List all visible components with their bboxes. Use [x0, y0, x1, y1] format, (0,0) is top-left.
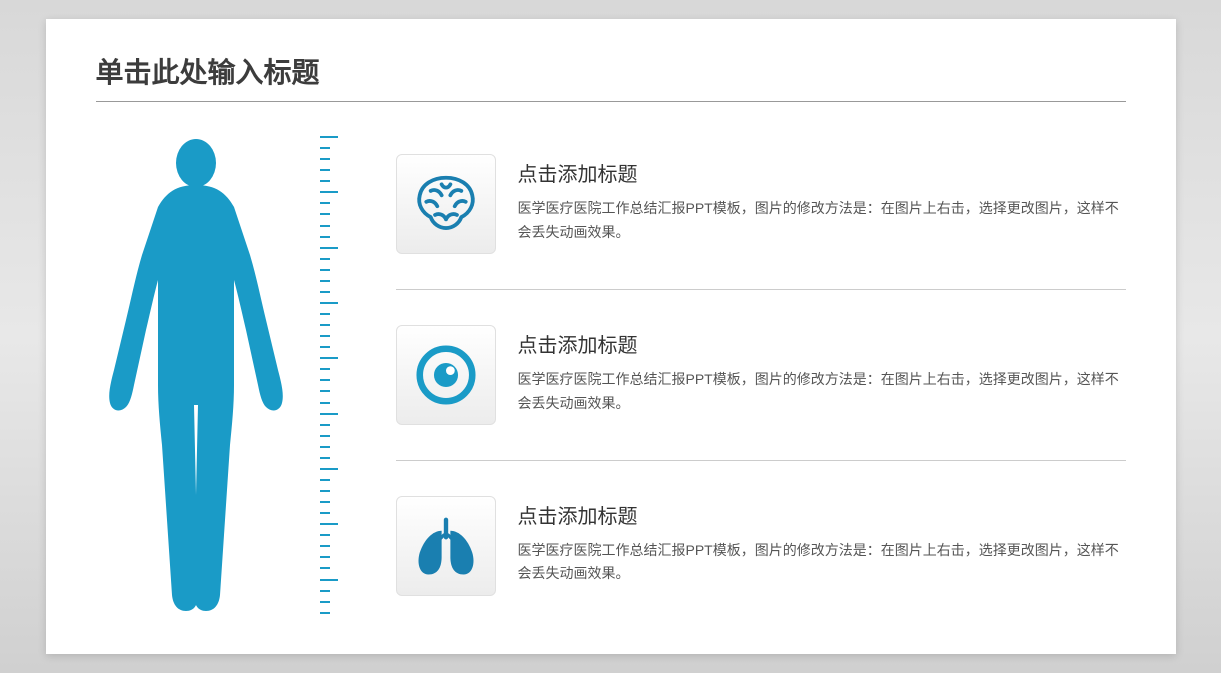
item-title-3[interactable]: 点击添加标题 — [518, 500, 1126, 529]
content-row: 点击添加标题 医学医疗医院工作总结汇报PPT模板，图片的修改方法是：在图片上右击… — [96, 130, 1126, 620]
ruler-tick — [320, 446, 330, 448]
ruler-tick — [320, 357, 338, 359]
ruler-tick — [320, 490, 330, 492]
item-row-1: 点击添加标题 医学医疗医院工作总结汇报PPT模板，图片的修改方法是：在图片上右击… — [396, 140, 1126, 268]
ruler-tick — [320, 258, 330, 260]
eye-icon — [411, 340, 481, 410]
ruler-tick — [320, 402, 330, 404]
ruler-tick — [320, 534, 330, 536]
ruler-tick — [320, 136, 338, 138]
ruler-tick — [320, 247, 338, 249]
brain-icon-box — [396, 154, 496, 254]
ruler-tick — [320, 579, 338, 581]
slide-container: 单击此处输入标题 点击添加标题 医学医疗医院工作总结汇 — [46, 19, 1176, 654]
item-title-1[interactable]: 点击添加标题 — [518, 158, 1126, 187]
ruler-tick — [320, 501, 330, 503]
ruler-tick — [320, 567, 330, 569]
ruler-tick — [320, 158, 330, 160]
ruler-tick — [320, 545, 330, 547]
ruler-tick — [320, 313, 330, 315]
items-list: 点击添加标题 医学医疗医院工作总结汇报PPT模板，图片的修改方法是：在图片上右击… — [366, 130, 1126, 620]
ruler-tick — [320, 590, 330, 592]
item-desc-3[interactable]: 医学医疗医院工作总结汇报PPT模板，图片的修改方法是：在图片上右击，选择更改图片… — [518, 539, 1126, 587]
ruler-tick — [320, 236, 330, 238]
ruler-tick — [320, 335, 330, 337]
ruler-tick — [320, 191, 338, 193]
ruler-tick — [320, 601, 330, 603]
ruler-tick — [320, 379, 330, 381]
human-body-figure — [96, 130, 296, 620]
lungs-icon — [411, 511, 481, 581]
item-text-2: 点击添加标题 医学医疗医院工作总结汇报PPT模板，图片的修改方法是：在图片上右击… — [518, 325, 1126, 425]
title-divider — [96, 101, 1126, 102]
item-title-2[interactable]: 点击添加标题 — [518, 329, 1126, 358]
brain-icon — [411, 169, 481, 239]
ruler-tick — [320, 324, 330, 326]
ruler-tick — [320, 413, 338, 415]
ruler-tick — [320, 556, 330, 558]
ruler-tick — [320, 457, 330, 459]
item-divider-1 — [396, 289, 1126, 290]
ruler-tick — [320, 523, 338, 525]
item-text-1: 点击添加标题 医学医疗医院工作总结汇报PPT模板，图片的修改方法是：在图片上右击… — [518, 154, 1126, 254]
ruler-tick — [320, 346, 330, 348]
ruler-tick — [320, 435, 330, 437]
ruler-tick — [320, 479, 330, 481]
item-desc-2[interactable]: 医学医疗医院工作总结汇报PPT模板，图片的修改方法是：在图片上右击，选择更改图片… — [518, 368, 1126, 416]
ruler-tick — [320, 202, 330, 204]
ruler-scale — [320, 130, 342, 620]
item-desc-1[interactable]: 医学医疗医院工作总结汇报PPT模板，图片的修改方法是：在图片上右击，选择更改图片… — [518, 197, 1126, 245]
ruler-tick — [320, 180, 330, 182]
lungs-icon-box — [396, 496, 496, 596]
ruler-tick — [320, 291, 330, 293]
ruler-tick — [320, 213, 330, 215]
item-row-3: 点击添加标题 医学医疗医院工作总结汇报PPT模板，图片的修改方法是：在图片上右击… — [396, 482, 1126, 610]
ruler-tick — [320, 368, 330, 370]
ruler-tick — [320, 225, 330, 227]
ruler-tick — [320, 612, 330, 614]
item-text-3: 点击添加标题 医学医疗医院工作总结汇报PPT模板，图片的修改方法是：在图片上右击… — [518, 496, 1126, 596]
ruler-tick — [320, 302, 338, 304]
slide-title[interactable]: 单击此处输入标题 — [96, 51, 1126, 91]
ruler-tick — [320, 280, 330, 282]
ruler-tick — [320, 169, 330, 171]
ruler-tick — [320, 424, 330, 426]
ruler-tick — [320, 390, 330, 392]
item-divider-2 — [396, 460, 1126, 461]
item-row-2: 点击添加标题 医学医疗医院工作总结汇报PPT模板，图片的修改方法是：在图片上右击… — [396, 311, 1126, 439]
eye-icon-box — [396, 325, 496, 425]
human-silhouette-icon — [96, 135, 296, 615]
ruler-tick — [320, 269, 330, 271]
ruler-tick — [320, 512, 330, 514]
ruler-tick — [320, 468, 338, 470]
ruler-tick — [320, 147, 330, 149]
